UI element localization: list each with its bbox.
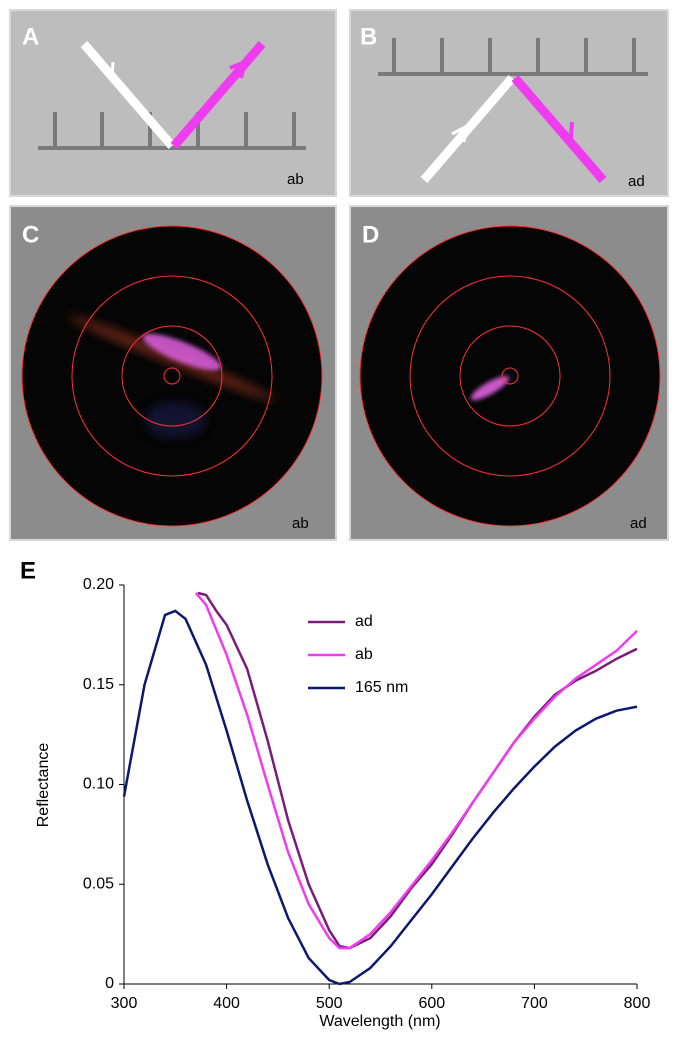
x-tick-label: 600 [418,995,445,1012]
x-tick-label: 700 [521,995,548,1012]
legend-label: 165 nm [355,679,408,696]
y-tick-label: 0.10 [83,776,114,793]
series-line [194,592,638,950]
panel-d: D ad [349,205,669,541]
x-axis-title: Wavelength (nm) [319,1013,440,1030]
x-tick-label: 800 [624,995,651,1012]
panel-b: B ad [349,9,669,197]
panel-label: B [360,23,377,50]
y-axis-title: Reflectance [35,743,52,828]
panel-caption: ab [292,515,309,532]
x-tick-label: 400 [213,995,240,1012]
series-line [122,609,638,986]
y-tick-label: 0.05 [83,875,114,892]
panel-label: D [362,221,379,248]
x-tick-label: 300 [111,995,138,1012]
y-tick-label: 0.20 [83,576,114,593]
panel-caption: ad [630,515,647,532]
panel-label: C [22,221,39,248]
panel-c: C ab [9,205,337,541]
y-tick-label: 0 [105,975,114,992]
panel-label: A [22,23,39,50]
legend-label: ab [355,646,373,663]
panel-label: E [20,557,36,584]
panel-a: A ab [9,9,337,197]
x-tick-label: 500 [316,995,343,1012]
panel-caption: ad [628,173,645,190]
y-tick-label: 0.15 [83,676,114,693]
legend-label: ad [355,613,373,630]
panel-caption: ab [287,171,304,188]
series-line [197,591,638,950]
